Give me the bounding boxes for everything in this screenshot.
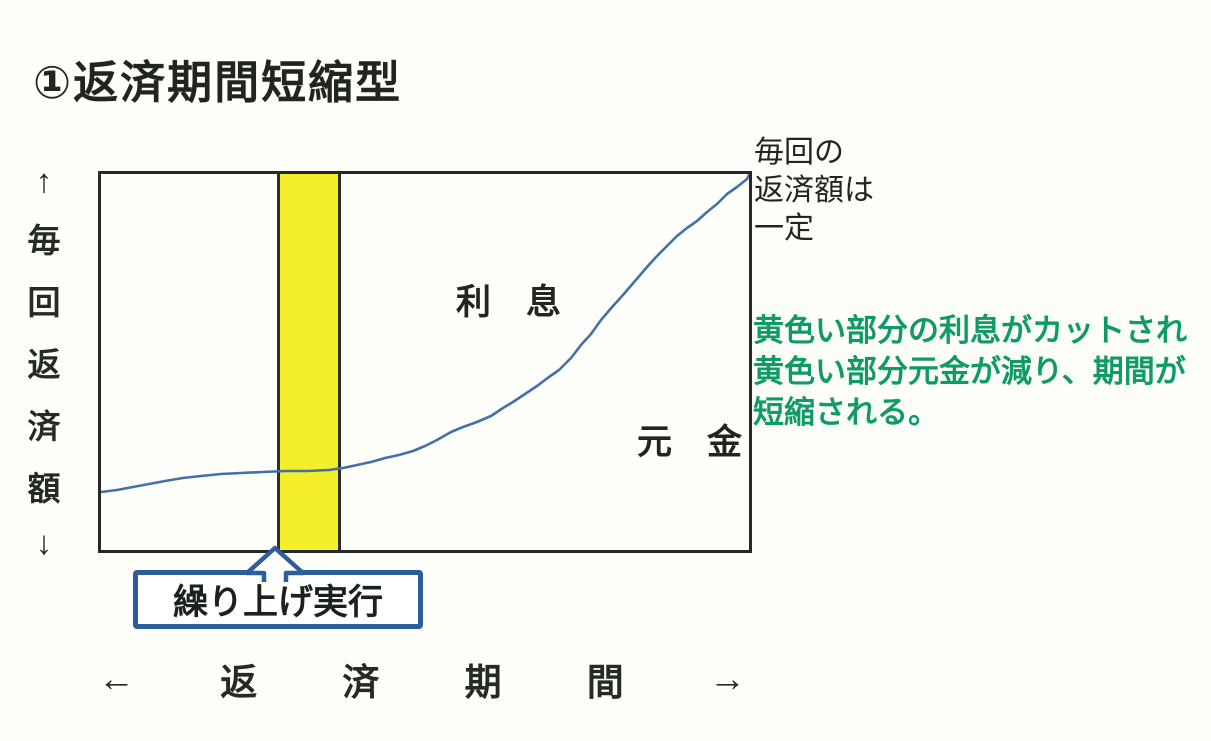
prepayment-callout-box: 繰り上げ実行 xyxy=(133,570,423,629)
note-line: 黄色い部分元金が減り、期間が xyxy=(753,354,1186,389)
principal-region-label: 元 金 xyxy=(637,423,743,462)
constant-payment-note: 毎回の 返済額は 一定 xyxy=(754,134,874,248)
note-line: 黄色い部分の利息がカットされ xyxy=(753,313,1187,348)
y-axis-char: 額 xyxy=(27,470,61,507)
note-line: 毎回の xyxy=(754,136,844,169)
y-axis-label: ↑ 毎 回 返 済 額 ↓ xyxy=(20,162,68,562)
chart-frame xyxy=(98,171,752,553)
x-axis-right-arrow-icon: → xyxy=(708,658,746,699)
interest-region-label: 利 息 xyxy=(456,283,562,322)
x-axis-char: 返 xyxy=(220,662,258,703)
prepayment-highlight-band xyxy=(277,174,341,550)
up-block-arrow-icon xyxy=(244,545,306,582)
note-line: 返済額は xyxy=(754,174,874,207)
x-axis-char: 済 xyxy=(342,662,380,703)
y-axis-char: 済 xyxy=(27,408,61,445)
y-axis-char: 返 xyxy=(27,346,61,383)
y-axis-up-arrow-icon: ↑ xyxy=(35,162,53,199)
note-line: 一定 xyxy=(754,212,814,245)
page-title: ①返済期間短縮型 xyxy=(33,57,403,108)
note-line: 短縮される。 xyxy=(753,395,939,430)
y-axis-char: 毎 xyxy=(27,222,61,259)
x-axis-char: 間 xyxy=(586,662,624,703)
y-axis-char: 回 xyxy=(27,284,61,321)
x-axis-left-arrow-icon: ← xyxy=(98,658,135,699)
x-axis-label: ← 返 済 期 間 → xyxy=(98,652,746,706)
y-axis-down-arrow-icon: ↓ xyxy=(35,524,53,561)
x-axis-char: 期 xyxy=(464,662,502,703)
explanation-note-green: 黄色い部分の利息がカットされ 黄色い部分元金が減り、期間が 短縮される。 xyxy=(753,310,1187,433)
payment-curve xyxy=(101,174,749,494)
